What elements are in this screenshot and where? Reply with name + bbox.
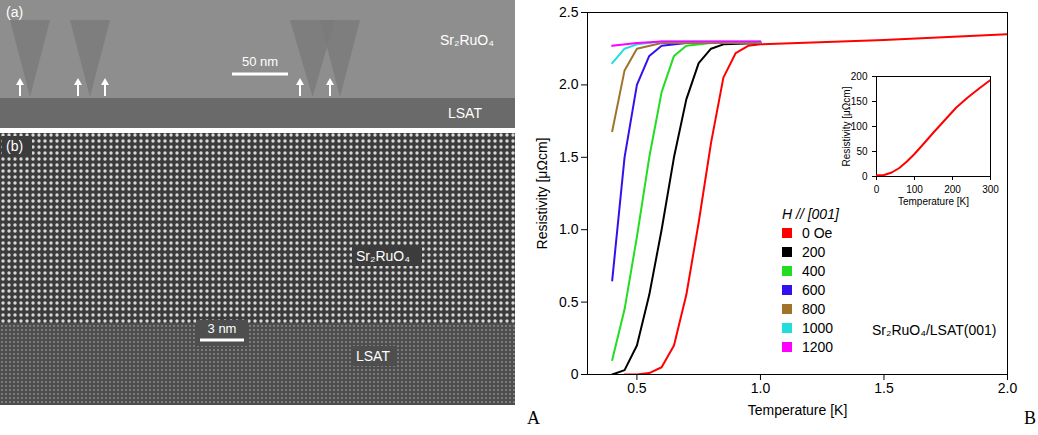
- svg-text:LSAT: LSAT: [448, 105, 482, 121]
- svg-text:Resistivity [μΩcm]: Resistivity [μΩcm]: [841, 86, 852, 166]
- svg-text:200: 200: [851, 71, 868, 82]
- svg-text:50: 50: [856, 146, 868, 157]
- html-text:1000: 1000: [802, 320, 834, 336]
- svg-text:0.5: 0.5: [559, 294, 579, 310]
- html-text:600: 600: [802, 282, 826, 298]
- svg-text:0: 0: [862, 171, 868, 182]
- html-text:0 Oe: 0 Oe: [802, 225, 833, 241]
- html-text:800: 800: [802, 301, 826, 317]
- svg-text:Sr₂RuO₄: Sr₂RuO₄: [356, 248, 410, 264]
- svg-text:1.5: 1.5: [874, 380, 894, 396]
- html-text:H // [001]: H // [001]: [782, 206, 839, 222]
- svg-text:300: 300: [982, 184, 999, 195]
- svg-text:1.5: 1.5: [559, 149, 579, 165]
- svg-text:0: 0: [571, 366, 579, 382]
- svg-text:Temperature [K]: Temperature [K]: [898, 196, 969, 207]
- svg-text:0: 0: [874, 184, 880, 195]
- svg-text:200: 200: [944, 184, 961, 195]
- svg-text:(a): (a): [6, 4, 23, 20]
- svg-text:3 nm: 3 nm: [208, 321, 237, 336]
- svg-text:2.0: 2.0: [559, 76, 579, 92]
- svg-text:2.0: 2.0: [998, 380, 1018, 396]
- html-text:400: 400: [802, 263, 826, 279]
- svg-text:0.5: 0.5: [627, 380, 647, 396]
- svg-text:LSAT: LSAT: [356, 348, 390, 364]
- svg-text:Resistivity [μΩcm]: Resistivity [μΩcm]: [534, 138, 550, 250]
- svg-text:1.0: 1.0: [751, 380, 771, 396]
- html-text:200: 200: [802, 244, 826, 260]
- svg-text:Sr₂RuO₄: Sr₂RuO₄: [440, 32, 494, 48]
- svg-text:50 nm: 50 nm: [242, 54, 278, 69]
- html-text:A: A: [527, 408, 540, 428]
- svg-text:100: 100: [851, 121, 868, 132]
- svg-text:1.0: 1.0: [559, 221, 579, 237]
- svg-text:100: 100: [906, 184, 923, 195]
- html-text:B: B: [1024, 408, 1036, 428]
- svg-text:Temperature [K]: Temperature [K]: [748, 402, 848, 418]
- html-text:1200: 1200: [802, 339, 834, 355]
- html-text:Sr₂RuO₄/LSAT(001): Sr₂RuO₄/LSAT(001): [872, 322, 997, 338]
- svg-text:150: 150: [851, 96, 868, 107]
- svg-text:2.5: 2.5: [559, 4, 579, 20]
- svg-text:(b): (b): [6, 138, 23, 154]
